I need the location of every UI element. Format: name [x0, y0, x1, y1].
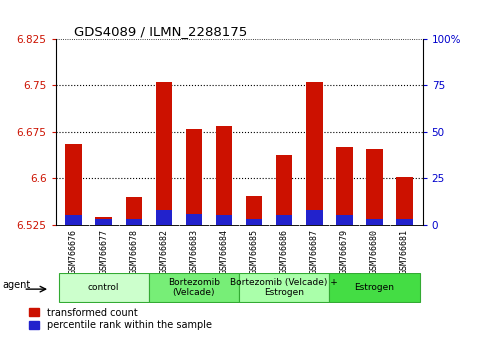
- Bar: [126, 219, 142, 225]
- Text: GSM766678: GSM766678: [129, 229, 138, 274]
- Text: GSM766685: GSM766685: [250, 229, 258, 274]
- Text: GSM766686: GSM766686: [280, 229, 289, 274]
- Bar: [336, 147, 353, 225]
- FancyBboxPatch shape: [329, 273, 420, 302]
- Bar: [185, 214, 202, 225]
- Bar: [126, 197, 142, 225]
- FancyBboxPatch shape: [58, 273, 149, 302]
- Bar: [306, 82, 323, 225]
- Bar: [396, 177, 413, 225]
- Text: GSM766687: GSM766687: [310, 229, 319, 274]
- Bar: [276, 155, 293, 225]
- Text: GSM766681: GSM766681: [400, 229, 409, 274]
- Bar: [96, 217, 112, 225]
- Text: control: control: [88, 283, 119, 292]
- Text: Bortezomib (Velcade) +
Estrogen: Bortezomib (Velcade) + Estrogen: [230, 278, 338, 297]
- Text: GSM766680: GSM766680: [370, 229, 379, 274]
- Bar: [396, 219, 413, 225]
- Text: GSM766683: GSM766683: [189, 229, 199, 274]
- Text: GSM766679: GSM766679: [340, 229, 349, 274]
- Bar: [276, 216, 293, 225]
- Text: agent: agent: [3, 280, 31, 290]
- Text: Estrogen: Estrogen: [355, 283, 395, 292]
- FancyBboxPatch shape: [239, 273, 329, 302]
- Bar: [65, 216, 82, 225]
- Bar: [366, 219, 383, 225]
- Bar: [336, 216, 353, 225]
- Text: GSM766682: GSM766682: [159, 229, 169, 274]
- Text: GSM766684: GSM766684: [220, 229, 228, 274]
- Bar: [96, 219, 112, 225]
- Text: Bortezomib
(Velcade): Bortezomib (Velcade): [168, 278, 220, 297]
- Bar: [246, 219, 262, 225]
- Bar: [306, 210, 323, 225]
- Bar: [65, 144, 82, 225]
- Legend: transformed count, percentile rank within the sample: transformed count, percentile rank withi…: [29, 308, 212, 330]
- Bar: [216, 216, 232, 225]
- Text: GSM766677: GSM766677: [99, 229, 108, 274]
- Text: GDS4089 / ILMN_2288175: GDS4089 / ILMN_2288175: [74, 25, 247, 38]
- Bar: [246, 196, 262, 225]
- Bar: [156, 210, 172, 225]
- FancyBboxPatch shape: [149, 273, 239, 302]
- Bar: [216, 126, 232, 225]
- Bar: [156, 82, 172, 225]
- Bar: [185, 129, 202, 225]
- Bar: [366, 149, 383, 225]
- Text: GSM766676: GSM766676: [69, 229, 78, 274]
